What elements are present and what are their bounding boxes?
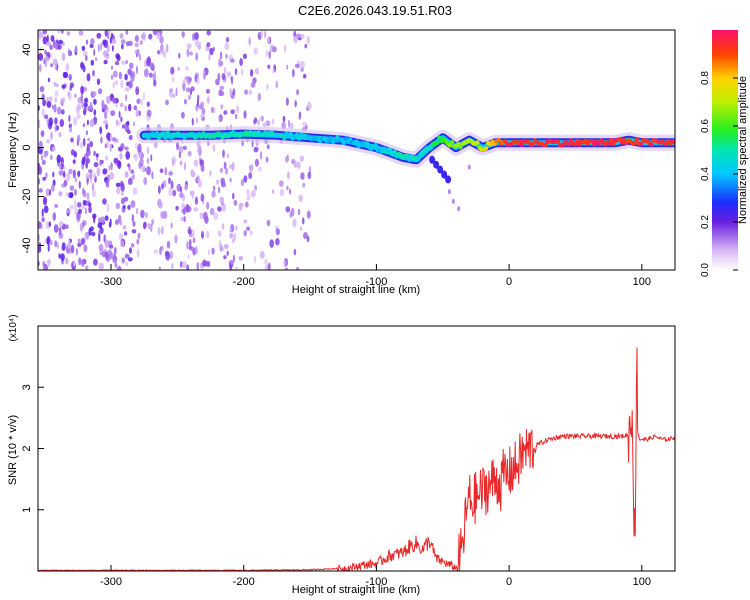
spectrogram-frame [37, 29, 676, 271]
spectrogram-y-tick-label: -20 [21, 189, 33, 205]
spectrogram-x-tick-label: 0 [506, 276, 512, 288]
snr-x-tick-label: -100 [365, 576, 387, 588]
spectrogram-y-tick-label: 0 [21, 144, 33, 150]
spectrogram-y-label: Frequency (Hz) [7, 112, 19, 188]
colorbar-gradient [712, 30, 738, 270]
spectrogram-x-ticks: -300 -200 -100 0 100 [100, 264, 651, 288]
snr-x-tick-label: 0 [506, 576, 512, 588]
snr-x-tick-label: 100 [633, 576, 651, 588]
snr-panel: -300 -200 -100 0 100 1 2 3 Height of straight … [7, 314, 676, 596]
snr-x-ticks: -300 -200 -100 0 100 [100, 565, 651, 588]
colorbar-tick-label: 0.4 [700, 167, 711, 181]
spectrogram-x-tick-label: -100 [365, 276, 387, 288]
spectrogram-x-tick-label: 100 [633, 276, 651, 288]
spectrogram-y-ticks: -40 -20 0 20 40 [21, 43, 44, 253]
spectrogram-y-tick-label: -40 [21, 238, 33, 254]
colorbar-ticks: 0.0 0.2 0.4 0.6 0.8 [700, 71, 738, 277]
spectrogram-ridge [136, 126, 675, 184]
snr-scale-label: (x10⁴) [8, 314, 19, 341]
snr-x-tick-label: -300 [100, 576, 122, 588]
snr-plot-area [38, 326, 675, 571]
figure-title: C2E6.2026.043.19.51.R03 [298, 3, 452, 18]
snr-y-label: SNR (10 * v/v) [7, 415, 19, 485]
colorbar-label: Normalized spectral amplitude [737, 76, 749, 224]
snr-y-tick-label: 3 [21, 384, 33, 390]
colorbar-tick-label: 0.6 [700, 119, 711, 133]
snr-y-ticks: 1 2 3 [21, 384, 44, 513]
colorbar-tick-label: 0.8 [700, 71, 711, 85]
snr-y-tick-label: 2 [21, 445, 33, 451]
spectrogram-y-tick-label: 20 [21, 92, 33, 104]
colorbar-tick-label: 0.2 [700, 215, 711, 229]
spectrogram-x-tick-label: -300 [100, 276, 122, 288]
spectrogram-x-tick-label: -200 [233, 276, 255, 288]
colorbar: 0.0 0.2 0.4 0.6 0.8 Normalized spectral ampl… [700, 30, 749, 277]
snr-x-label: Height of straight line (km) [292, 584, 420, 596]
spectrogram-y-tick-label: 40 [21, 43, 33, 55]
spectrogram-x-label: Height of straight line (km) [292, 284, 420, 296]
colorbar-tick-label: 0.0 [700, 263, 711, 277]
snr-y-tick-label: 1 [21, 507, 33, 513]
snr-x-tick-label: -200 [233, 576, 255, 588]
